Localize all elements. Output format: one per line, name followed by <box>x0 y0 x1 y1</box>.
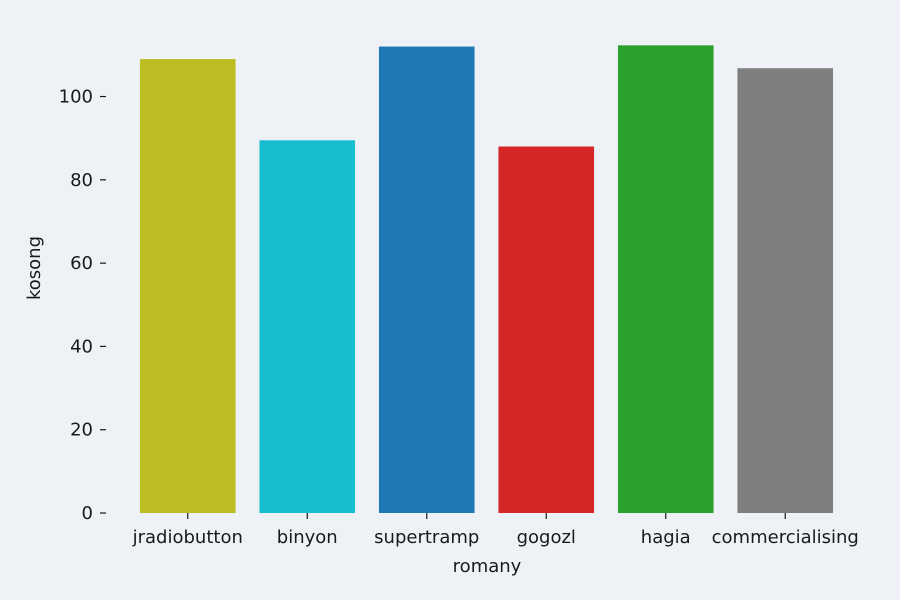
x-tick-label-supertramp: supertramp <box>374 527 479 548</box>
y-tick-label-40: 40 <box>70 336 93 357</box>
bars-group <box>139 45 834 514</box>
x-tick-label-binyon: binyon <box>277 527 338 548</box>
x-axis-label: romany <box>453 556 522 577</box>
bar-jradiobutton <box>139 59 236 514</box>
y-tick-label-0: 0 <box>82 503 93 524</box>
x-axis: jradiobutton binyon supertramp gogozl hagia c… <box>132 513 859 548</box>
bar-binyon <box>259 140 356 513</box>
x-tick-label-hagia: hagia <box>641 527 691 548</box>
y-tick-label-20: 20 <box>70 420 93 441</box>
y-tick-label-80: 80 <box>70 170 93 191</box>
y-tick-label-60: 60 <box>70 253 93 274</box>
bar-gogozl <box>498 146 595 513</box>
bar-commercialising <box>737 68 834 513</box>
x-tick-label-gogozl: gogozl <box>517 527 576 548</box>
bar-hagia <box>617 45 714 513</box>
y-axis-label: kosong <box>24 236 45 300</box>
bar-supertramp <box>378 46 475 513</box>
y-axis: 0 20 40 60 80 100 <box>59 87 106 524</box>
x-tick-label-commercialising: commercialising <box>712 527 859 548</box>
x-tick-label-jradiobutton: jradiobutton <box>132 527 243 548</box>
y-tick-label-100: 100 <box>59 87 93 108</box>
